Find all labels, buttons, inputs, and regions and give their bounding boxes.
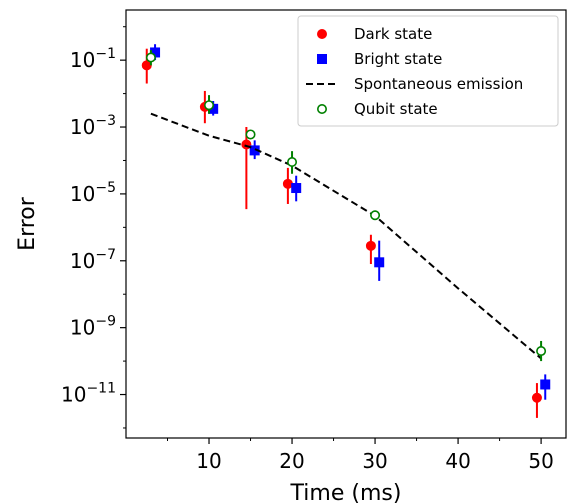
legend-label: Spontaneous emission <box>354 75 523 93</box>
y-tick-label-exponent: −7 <box>95 247 116 263</box>
data-point <box>282 178 293 189</box>
legend-item: Spontaneous emission <box>306 75 523 93</box>
legend-marker <box>317 54 327 64</box>
x-tick-label: 50 <box>528 449 553 473</box>
data-point <box>291 183 302 194</box>
y-tick-label: 10−7 <box>70 247 116 273</box>
data-point <box>141 60 152 71</box>
x-tick-label: 10 <box>196 449 221 473</box>
x-tick-label: 30 <box>362 449 387 473</box>
y-tick-label-exponent: −11 <box>86 381 116 397</box>
data-point <box>531 392 542 403</box>
y-tick-label: 10−5 <box>70 180 116 206</box>
legend-marker <box>317 29 327 39</box>
spontaneous-emission-line <box>150 112 542 360</box>
series-spontaneous-emission <box>150 112 542 360</box>
y-tick-label-base: 10 <box>70 182 95 206</box>
y-tick-label: 10−9 <box>70 314 116 340</box>
series-bright-state <box>150 44 551 400</box>
y-tick-label-base: 10 <box>70 115 95 139</box>
legend-item: Dark state <box>317 25 432 43</box>
legend-box <box>297 15 559 127</box>
y-tick-label: 10−11 <box>61 381 116 407</box>
y-tick-label-base: 10 <box>70 48 95 72</box>
legend-marker <box>316 104 327 115</box>
y-axis-label: Error <box>15 196 40 251</box>
data-point <box>287 156 298 167</box>
series-qubit-state <box>145 50 547 362</box>
data-point <box>540 379 551 390</box>
legend-item: Bright state <box>317 50 442 68</box>
data-point <box>249 145 260 156</box>
x-tick-label: 20 <box>279 449 304 473</box>
data-point <box>204 100 215 111</box>
data-point <box>365 240 376 251</box>
y-tick-label: 10−1 <box>70 46 116 72</box>
y-tick-label-exponent: −1 <box>95 46 116 62</box>
legend-item: Qubit state <box>316 100 438 118</box>
y-tick-label-exponent: −3 <box>95 113 116 129</box>
y-tick-label-exponent: −9 <box>95 314 116 330</box>
data-point <box>150 47 161 58</box>
y-tick-label-base: 10 <box>70 316 95 340</box>
y-tick-label: 10−3 <box>70 113 116 139</box>
y-tick-label-exponent: −5 <box>95 180 116 196</box>
data-point <box>370 210 381 221</box>
legend-label: Qubit state <box>354 100 438 118</box>
plot-frame <box>125 9 567 439</box>
data-layer <box>141 44 551 418</box>
x-axis-label: Time (ms) <box>290 481 402 504</box>
y-tick-label-base: 10 <box>70 249 95 273</box>
data-point <box>374 257 385 268</box>
data-point <box>145 52 156 63</box>
x-tick-label: 40 <box>445 449 470 473</box>
legend-label: Bright state <box>354 50 442 68</box>
y-tick-label-base: 10 <box>61 383 86 407</box>
legend: Dark state Bright state Spontaneous emissi… <box>297 15 559 127</box>
legend-label: Dark state <box>354 25 432 43</box>
data-point <box>245 129 256 140</box>
data-point <box>536 346 547 357</box>
data-point <box>208 103 219 114</box>
